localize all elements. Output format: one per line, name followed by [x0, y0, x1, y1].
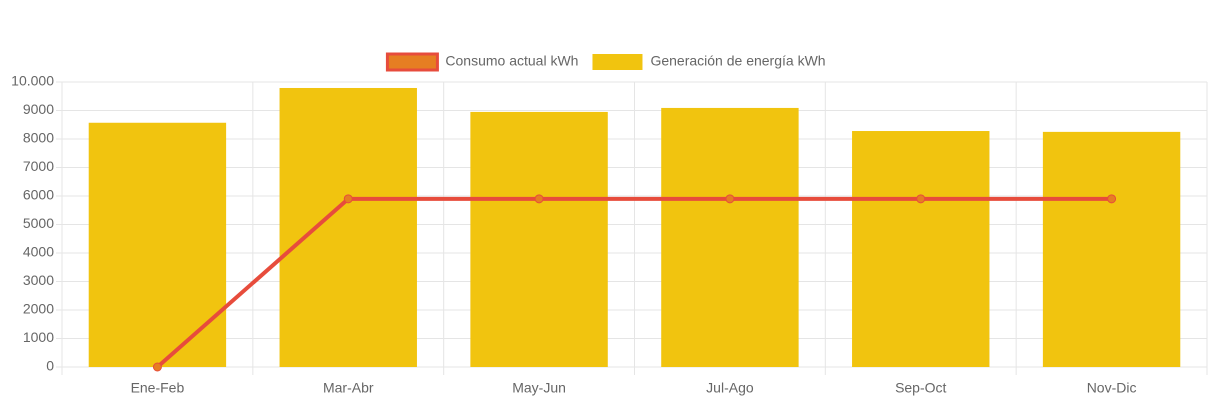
bar [852, 131, 990, 367]
x-tick-label: Ene-Feb [131, 380, 185, 396]
x-tick-label: Nov-Dic [1087, 380, 1137, 396]
bar [279, 87, 417, 368]
y-tick-label: 7000 [23, 158, 54, 174]
point [916, 194, 926, 204]
y-tick-label: 6000 [23, 187, 54, 203]
y-tick-label: 5000 [23, 215, 54, 231]
y-tick-label: 4000 [23, 244, 54, 260]
y-tick-label: 10.000 [11, 73, 54, 89]
y-tick-label: 1000 [23, 329, 54, 345]
bar [88, 122, 227, 367]
x-tick-label: May-Jun [512, 380, 566, 396]
point [534, 194, 544, 204]
point [343, 194, 353, 204]
x-tick-label: Sep-Oct [895, 380, 946, 396]
point [1107, 194, 1117, 204]
bar [1042, 131, 1181, 367]
legend-swatch [592, 54, 643, 70]
point [725, 194, 735, 204]
y-tick-label: 3000 [23, 272, 54, 288]
bar [470, 111, 608, 367]
y-tick-label: 2000 [23, 301, 54, 317]
bar [661, 107, 799, 367]
line [156, 196, 1112, 369]
x-tick-label: Mar-Abr [323, 380, 374, 396]
point [152, 362, 162, 372]
legend-label: Consumo actual kWh [445, 53, 578, 69]
legend-swatch [385, 52, 439, 72]
y-tick-label: 0 [46, 358, 54, 374]
y-tick-label: 8000 [23, 130, 54, 146]
y-tick-label: 9000 [23, 101, 54, 117]
legend-label: Generación de energía kWh [650, 53, 825, 69]
x-tick-label: Jul-Ago [706, 380, 754, 396]
